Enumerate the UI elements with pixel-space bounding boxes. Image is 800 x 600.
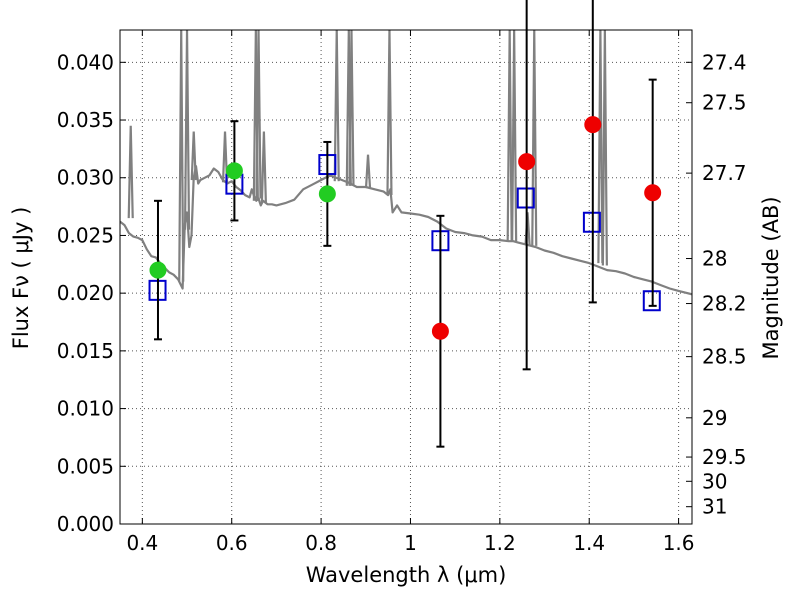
optical-data-point: [225, 162, 243, 180]
y-tick-label: 0.015: [57, 339, 114, 363]
y-tick-label: 0.010: [57, 397, 114, 421]
spectrum-emission-line: [364, 154, 372, 189]
optical-data-point: [318, 185, 336, 203]
x-tick-label: 0.6: [216, 531, 248, 555]
spectrum-emission-line: [601, 30, 608, 266]
x-tick-label: 1.6: [663, 531, 695, 555]
right-tick-label: 29: [702, 406, 727, 430]
nir-data-point: [518, 153, 536, 171]
spectrum-emission-line: [178, 30, 185, 282]
right-axis-label: Magnitude (AB): [759, 196, 783, 359]
x-tick-label: 0.4: [126, 531, 158, 555]
optical-data-point: [149, 261, 167, 279]
nir-data-point: [431, 322, 449, 340]
axis-ticks: 0.4 0.6 0.8 1 1.2 1.4 1.6 0.000 0.005 0.010 0.015 0…: [57, 30, 747, 555]
right-tick-label: 28: [702, 247, 727, 271]
spectrum-emission-line: [221, 131, 229, 183]
x-tick-label: 1: [404, 531, 417, 555]
nir-data-point: [584, 116, 602, 134]
y-tick-label: 0.030: [57, 166, 114, 190]
y-tick-label: 0.020: [57, 281, 114, 305]
spectrum-emission-line: [597, 30, 604, 264]
x-tick-label: 0.8: [305, 531, 337, 555]
right-tick-label: 28.5: [702, 345, 747, 369]
spectrum-emission-line: [506, 30, 513, 242]
x-axis-label: Wavelength λ (μm): [306, 563, 507, 587]
spectrum-emission-line: [183, 30, 191, 230]
right-tick-label: 27.4: [702, 50, 747, 74]
spectrum-emission-line: [255, 30, 262, 199]
y-tick-label: 0.000: [57, 512, 114, 536]
spectrum-emission-line: [511, 30, 518, 242]
nir-data-point: [644, 184, 662, 202]
spectrum-emission-line: [127, 125, 134, 219]
spectrum-emission-line: [348, 30, 355, 186]
x-tick-label: 1.4: [573, 531, 605, 555]
right-tick-label: 31: [702, 495, 727, 519]
y-axis-label: Flux Fν ( μJy ): [9, 207, 33, 350]
spectrum-emission-line: [386, 30, 393, 196]
spectrum-emission-line: [260, 131, 267, 204]
y-tick-label: 0.025: [57, 223, 114, 247]
spectrum-emission-line: [531, 30, 538, 246]
right-tick-label: 30: [702, 469, 727, 493]
spectrum-emission-line: [190, 131, 197, 181]
y-tick-label: 0.035: [57, 108, 114, 132]
right-tick-label: 29.5: [702, 445, 747, 469]
right-tick-label: 27.5: [702, 91, 747, 115]
y-tick-label: 0.040: [57, 50, 114, 74]
plot-area: [120, 0, 692, 448]
y-tick-label: 0.005: [57, 454, 114, 478]
plot-frame: [119, 29, 693, 525]
right-tick-label: 27.7: [702, 161, 747, 185]
spectrum-emission-line: [333, 30, 340, 182]
right-tick-label: 28.2: [702, 292, 747, 316]
x-tick-label: 1.2: [484, 531, 516, 555]
